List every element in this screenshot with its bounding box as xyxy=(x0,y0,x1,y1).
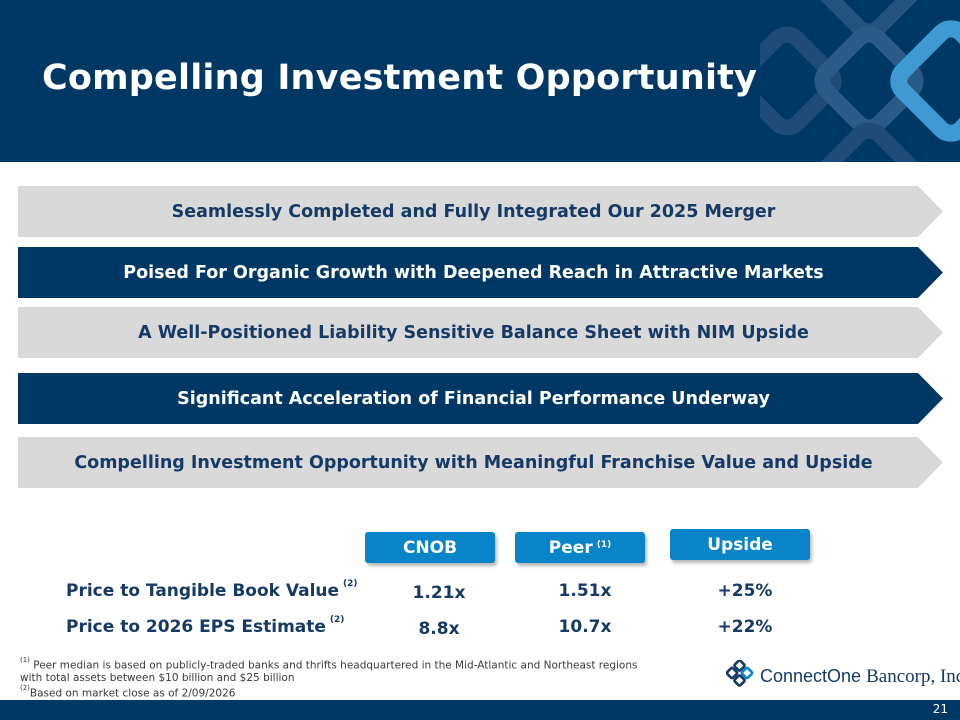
footnotes: (1) Peer median is based on publicly-tra… xyxy=(20,656,720,699)
banner-investment-opportunity: Compelling Investment Opportunity with M… xyxy=(18,437,943,488)
column-header-peer: Peer (1) xyxy=(515,532,645,563)
cell-peer-eps: 10.7x xyxy=(558,617,612,637)
banner-balance-sheet: A Well-Positioned Liability Sensitive Ba… xyxy=(18,307,943,358)
banner-arrow-shape xyxy=(18,186,943,237)
column-header-cnob: CNOB xyxy=(365,532,495,563)
page-number: 21 xyxy=(932,702,948,716)
logo-wordmark: ConnectOne Bancorp, Inc. xyxy=(760,666,960,687)
column-header-label: Peer xyxy=(548,537,593,558)
cell-upside-tbv: +25% xyxy=(717,581,773,601)
footnote-ref: (1) xyxy=(596,539,612,550)
banner-arrow-shape xyxy=(18,373,943,424)
header-band: Compelling Investment Opportunity xyxy=(0,0,960,162)
footnote-1-continued: with total assets between $10 billion an… xyxy=(20,671,295,684)
diamond-pattern-decoration xyxy=(760,0,960,162)
cell-cnob-eps: 8.8x xyxy=(418,619,460,639)
banner-arrow-shape xyxy=(18,247,943,298)
banner-label: Poised For Organic Growth with Deepened … xyxy=(123,262,824,283)
column-header-label: Upside xyxy=(707,534,773,555)
column-header-label: CNOB xyxy=(402,537,458,558)
footnote-2: (2)Based on market close as of 2/09/2026 xyxy=(20,683,236,700)
banner-label: A Well-Positioned Liability Sensitive Ba… xyxy=(138,322,809,343)
banner-label: Seamlessly Completed and Fully Integrate… xyxy=(171,201,776,222)
column-header-upside: Upside xyxy=(670,529,810,560)
footer-bar: 21 xyxy=(0,700,960,720)
footnote-1: (1) Peer median is based on publicly-tra… xyxy=(20,656,638,672)
banner-financial-performance: Significant Acceleration of Financial Pe… xyxy=(18,373,943,424)
banner-arrow-shape xyxy=(18,307,943,358)
cell-cnob-tbv: 1.21x xyxy=(412,583,466,603)
company-logo: ConnectOne Bancorp, Inc. xyxy=(726,660,960,694)
banner-arrow-shape xyxy=(18,437,943,488)
banner-label: Compelling Investment Opportunity with M… xyxy=(74,452,873,473)
banner-label: Significant Acceleration of Financial Pe… xyxy=(177,388,770,409)
row-label-eps: Price to 2026 EPS Estimate (2) xyxy=(66,615,345,637)
banner-merger: Seamlessly Completed and Fully Integrate… xyxy=(18,186,943,237)
page-title: Compelling Investment Opportunity xyxy=(42,58,758,98)
cell-upside-eps: +22% xyxy=(717,617,773,637)
footnote-ref: (2) xyxy=(343,579,358,590)
diamond-logo-icon xyxy=(726,660,754,687)
banner-organic-growth: Poised For Organic Growth with Deepened … xyxy=(18,247,943,298)
cell-peer-tbv: 1.51x xyxy=(558,581,612,601)
row-label-tbv: Price to Tangible Book Value (2) xyxy=(66,579,358,601)
footnote-ref: (2) xyxy=(329,615,345,626)
